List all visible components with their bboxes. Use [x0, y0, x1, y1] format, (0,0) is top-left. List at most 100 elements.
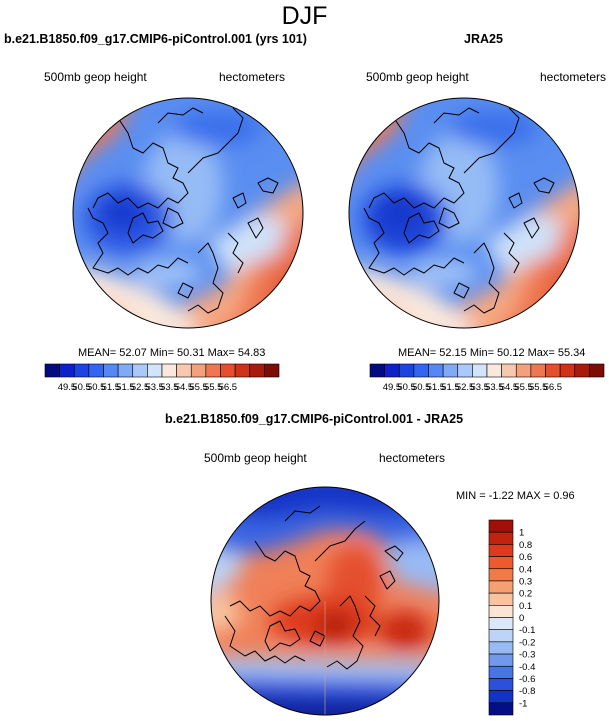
colorbar-box	[369, 363, 385, 378]
colorbar-box	[501, 363, 517, 378]
colorbar-box	[190, 363, 207, 378]
colorbar-tick-label: 53.5	[160, 382, 179, 393]
colorbar-tick-label: 52.5	[131, 382, 150, 393]
colorbar-box	[488, 690, 514, 704]
right-field-label: 500mb geop height	[366, 70, 469, 84]
colorbar-tick-label: 51.5	[441, 382, 460, 393]
colorbar-box	[264, 363, 280, 378]
colorbar-tick-label: -0.8	[519, 686, 535, 697]
colorbar-tick-label: 53.5	[485, 382, 504, 393]
colorbar-tick-label: 54.5	[500, 382, 519, 393]
colorbar-tick-label: -1	[519, 698, 527, 709]
right-units-label: hectometers	[540, 70, 607, 84]
colorbar-tick-label: 51.5	[102, 382, 121, 393]
colorbar-tick-label: -0.6	[519, 674, 535, 685]
colorbar-tick-label: 53.5	[470, 382, 489, 393]
colorbar-tick-label: 50.5	[87, 382, 106, 393]
colorbar-box	[73, 363, 90, 378]
colorbar-box	[249, 363, 265, 378]
colorbar-box	[488, 617, 514, 630]
colorbar-box	[488, 544, 514, 557]
diff-units-label: hectometers	[379, 451, 446, 465]
colorbar-box	[472, 363, 488, 378]
right-polar-map	[348, 97, 580, 329]
colorbar-box	[488, 678, 514, 691]
page-title: DJF	[281, 2, 328, 30]
colorbar-tick-label: 0.6	[519, 552, 532, 563]
colorbar-box	[530, 363, 546, 378]
colorbar-box	[398, 363, 415, 378]
colorbar-box	[488, 665, 514, 679]
colorbar-box	[589, 363, 605, 378]
colorbar-tick-label: 50.5	[397, 382, 416, 393]
colorbar-box	[428, 363, 444, 378]
colorbar-tick-label: 50.5	[412, 382, 431, 393]
colorbar-box	[488, 580, 514, 594]
colorbar-box	[132, 363, 148, 378]
colorbar-tick-label: 54.5	[175, 382, 194, 393]
colorbar-box	[103, 363, 119, 378]
colorbar-tick-label: 0.3	[519, 576, 532, 587]
colorbar-tick-label: 49.5	[58, 382, 77, 393]
colorbar-box	[545, 363, 561, 378]
colorbar-tick-label: -0.3	[519, 650, 535, 661]
colorbar-box	[457, 363, 473, 378]
colorbar-box	[234, 363, 251, 378]
colorbar-box	[574, 363, 590, 378]
left-colorbar: 49.550.550.551.551.552.553.553.554.555.5…	[44, 363, 280, 393]
colorbar-tick-label: 0.4	[519, 564, 532, 575]
colorbar-tick-label: 56.5	[544, 382, 563, 393]
colorbar-tick-label: 51.5	[427, 382, 446, 393]
colorbar-box	[117, 363, 134, 378]
left-field-label: 500mb geop height	[44, 70, 147, 84]
colorbar-tick-label: 51.5	[116, 382, 135, 393]
colorbar-box	[486, 363, 502, 378]
diff-stats: MIN = -1.22 MAX = 0.96	[456, 490, 575, 502]
colorbar-box	[147, 363, 163, 378]
colorbar-box	[488, 568, 514, 582]
colorbar-box	[44, 363, 60, 378]
colorbar-box	[488, 556, 514, 570]
colorbar-box	[515, 363, 532, 378]
right-colorbar: 49.550.550.551.551.552.553.553.554.555.5…	[369, 363, 605, 393]
colorbar-tick-label: 55.5	[204, 382, 223, 393]
colorbar-tick-label: 0	[519, 613, 524, 624]
colorbar-box	[488, 702, 514, 716]
colorbar-tick-label: 55.5	[529, 382, 548, 393]
colorbar-box	[384, 363, 400, 378]
colorbar-tick-label: 0.1	[519, 601, 532, 612]
colorbar-tick-label: 52.5	[456, 382, 475, 393]
colorbar-box	[488, 592, 514, 606]
colorbar-box	[488, 653, 514, 667]
colorbar-box	[488, 641, 514, 655]
right-stats: MEAN= 52.15 Min= 50.12 Max= 55.34	[398, 347, 586, 359]
colorbar-box	[413, 363, 429, 378]
colorbar-box	[488, 605, 514, 618]
colorbar-tick-label: -0.1	[519, 625, 535, 636]
colorbar-tick-label: 1	[519, 528, 524, 539]
colorbar-box	[442, 363, 459, 378]
diff-field-label: 500mb geop height	[204, 451, 307, 465]
diff-polar-map	[210, 486, 440, 716]
diff-panel-title: b.e21.B1850.f09_g17.CMIP6-piControl.001 …	[165, 412, 464, 426]
colorbar-box	[488, 531, 514, 545]
colorbar-tick-label: 53.5	[145, 382, 164, 393]
colorbar-box	[161, 363, 177, 378]
right-panel-title: JRA25	[464, 32, 503, 46]
colorbar-box	[59, 363, 75, 378]
colorbar-tick-label: 49.5	[383, 382, 402, 393]
colorbar-box	[220, 363, 236, 378]
left-stats: MEAN= 52.07 Min= 50.31 Max= 54.83	[78, 347, 266, 359]
colorbar-tick-label: -0.2	[519, 637, 535, 648]
colorbar-box	[559, 363, 576, 378]
colorbar-tick-label: 56.5	[219, 382, 238, 393]
colorbar-box	[88, 363, 104, 378]
colorbar-tick-label: 55.5	[514, 382, 533, 393]
left-units-label: hectometers	[219, 70, 286, 84]
colorbar-tick-label: 50.5	[72, 382, 91, 393]
left-panel-title: b.e21.B1850.f09_g17.CMIP6-piControl.001 …	[4, 32, 307, 46]
colorbar-tick-label: 0.8	[519, 540, 532, 551]
colorbar-tick-label: -0.4	[519, 662, 535, 673]
colorbar-tick-label: 55.5	[189, 382, 208, 393]
